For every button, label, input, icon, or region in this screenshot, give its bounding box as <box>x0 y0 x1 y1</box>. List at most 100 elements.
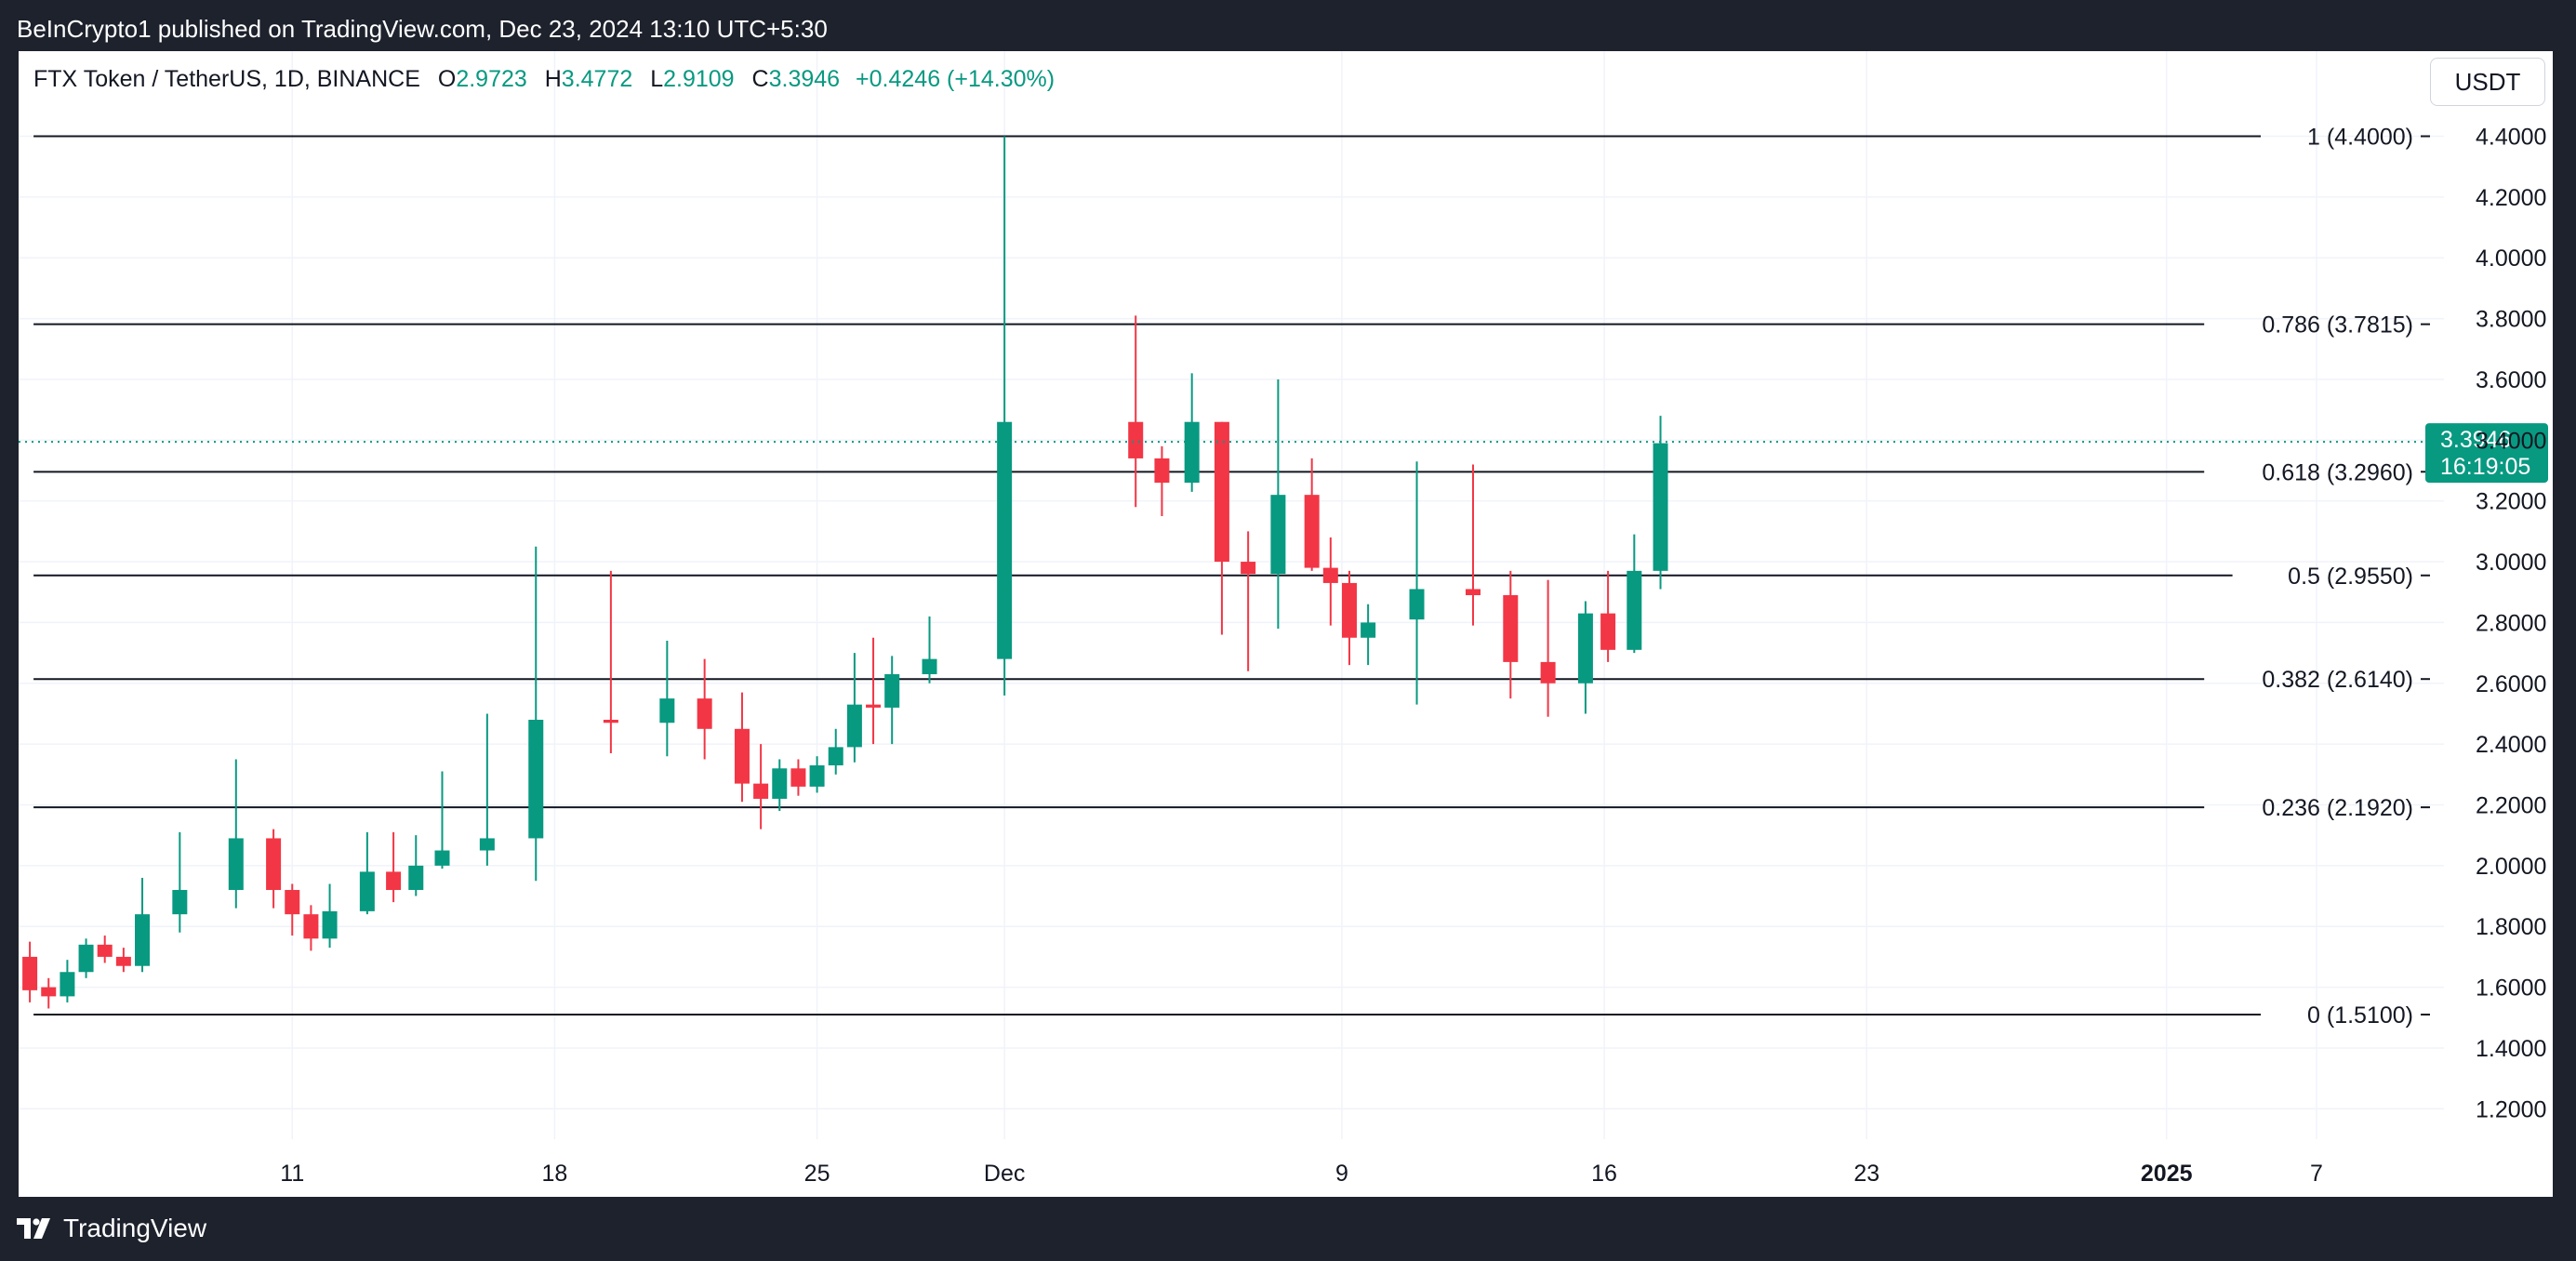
high-value: 3.4772 <box>561 66 633 92</box>
candle-up <box>528 719 544 839</box>
y-tick-label: 3.6000 <box>2476 367 2546 393</box>
candles <box>22 136 1668 1009</box>
candle-down <box>1540 661 1556 684</box>
candle-up <box>884 673 900 708</box>
open-label: O <box>437 66 457 92</box>
close-value: 3.3946 <box>768 66 841 92</box>
candle-down <box>1465 589 1481 595</box>
candle-down <box>1214 421 1229 563</box>
y-tick-label: 3.8000 <box>2476 307 2546 333</box>
y-tick-label: 4.2000 <box>2476 185 2546 211</box>
candle-up <box>1409 589 1425 620</box>
x-tick-label: 2025 <box>2141 1161 2193 1187</box>
candle-up <box>997 421 1013 659</box>
footer-brand-label: TradingView <box>63 1214 207 1242</box>
low-label: L <box>650 66 664 92</box>
candle-down <box>1322 567 1338 583</box>
candle-up <box>408 865 424 891</box>
y-tick-label: 3.0000 <box>2476 550 2546 576</box>
change-value: +0.4246 (+14.30%) <box>856 66 1056 92</box>
candle-down <box>303 914 319 939</box>
fib-level-label: 0 (1.5100) <box>2307 1002 2413 1029</box>
symbol-legend: FTX Token / TetherUS, 1D, BINANCE O2.972… <box>33 64 1055 94</box>
candle-down <box>734 728 750 784</box>
candle-down <box>1128 421 1144 458</box>
candle-up <box>228 838 244 891</box>
candle-up <box>1653 443 1668 571</box>
candle-up <box>78 944 94 973</box>
candle-up <box>479 838 495 851</box>
candle-up <box>135 914 151 966</box>
candle-up <box>1361 622 1376 638</box>
candle-down <box>285 890 300 915</box>
candle-up <box>1184 421 1200 484</box>
candle-up <box>1627 570 1642 650</box>
tradingview-logo-icon <box>17 1218 50 1239</box>
candle-up <box>809 765 825 787</box>
candle-down <box>266 838 282 891</box>
low-value: 2.9109 <box>663 66 735 92</box>
candle-up <box>322 910 338 939</box>
y-tick-label: 2.0000 <box>2476 854 2546 880</box>
close-label: C <box>751 66 769 92</box>
candle-down <box>790 768 806 787</box>
candle-down <box>97 944 113 957</box>
fib-level-label: 0.5 (2.9550) <box>2288 564 2413 590</box>
candle-down <box>603 719 618 723</box>
candle-down <box>22 956 38 990</box>
candle-up <box>828 747 843 766</box>
footer-brand[interactable]: TradingView <box>17 1213 206 1244</box>
y-tick-label: 2.6000 <box>2476 671 2546 697</box>
candle-up <box>1577 613 1593 684</box>
candle-down <box>41 987 57 997</box>
candle-down <box>866 704 882 708</box>
countdown-label: 16:19:05 <box>2440 454 2530 480</box>
y-tick-label: 2.4000 <box>2476 732 2546 758</box>
y-tick-label: 2.8000 <box>2476 610 2546 636</box>
fib-level-label: 0.618 (3.2960) <box>2262 459 2413 485</box>
candle-up <box>60 972 75 997</box>
candle-down <box>1304 495 1320 568</box>
candle-down <box>1600 613 1616 650</box>
grid-lines <box>19 51 2444 1139</box>
y-tick-label: 1.2000 <box>2476 1096 2546 1122</box>
candlestick-chart[interactable]: 1 (4.4000) 0.786 (3.7815) 0.618 (3.2960) 0.… <box>19 51 2553 1197</box>
candle-up <box>659 698 675 723</box>
y-tick-label: 4.4000 <box>2476 125 2546 151</box>
candle-up <box>172 890 188 915</box>
y-tick-label: 1.4000 <box>2476 1036 2546 1062</box>
symbol-title[interactable]: FTX Token / TetherUS, 1D, BINANCE <box>33 66 420 92</box>
x-tick-label: 18 <box>542 1161 568 1187</box>
candle-down <box>1241 562 1256 575</box>
fibonacci-levels: 1 (4.4000) 0.786 (3.7815) 0.618 (3.2960) 0.… <box>33 125 2430 1029</box>
open-value: 2.9723 <box>456 66 527 92</box>
y-tick-label: 4.0000 <box>2476 246 2546 272</box>
candle-down <box>115 956 131 966</box>
fib-level-label: 0.382 (2.6140) <box>2262 667 2413 693</box>
y-tick-label: 2.2000 <box>2476 793 2546 819</box>
currency-button[interactable]: USDT <box>2430 58 2545 106</box>
candle-up <box>772 768 788 799</box>
publisher-caption: BeInCrypto1 published on TradingView.com… <box>17 15 828 43</box>
x-tick-label: 16 <box>1591 1161 1617 1187</box>
fib-level-label: 0.786 (3.7815) <box>2262 312 2413 338</box>
y-tick-label: 1.8000 <box>2476 914 2546 940</box>
last-price-tag <box>2425 423 2548 484</box>
high-label: H <box>544 66 562 92</box>
candle-down <box>753 783 769 799</box>
x-tick-label: 7 <box>2310 1161 2323 1187</box>
candle-down <box>1503 595 1519 662</box>
candle-up <box>434 850 450 866</box>
fib-level-label: 0.236 (2.1920) <box>2262 795 2413 821</box>
candle-up <box>359 871 375 911</box>
candle-up <box>846 704 862 748</box>
x-tick-label: 9 <box>1335 1161 1348 1187</box>
y-tick-label: 3.2000 <box>2476 489 2546 515</box>
fib-level-label: 1 (4.4000) <box>2307 125 2413 151</box>
y-tick-label: 3.4000 <box>2476 428 2546 454</box>
last-price-label: 3.3946 <box>2440 427 2511 453</box>
y-tick-label: 1.6000 <box>2476 976 2546 1002</box>
chart-panel[interactable]: 1 (4.4000) 0.786 (3.7815) 0.618 (3.2960) 0.… <box>19 51 2553 1197</box>
axes: 1.2000 1.4000 1.6000 1.8000 2.0000 2.2000 2.40… <box>280 125 2546 1187</box>
